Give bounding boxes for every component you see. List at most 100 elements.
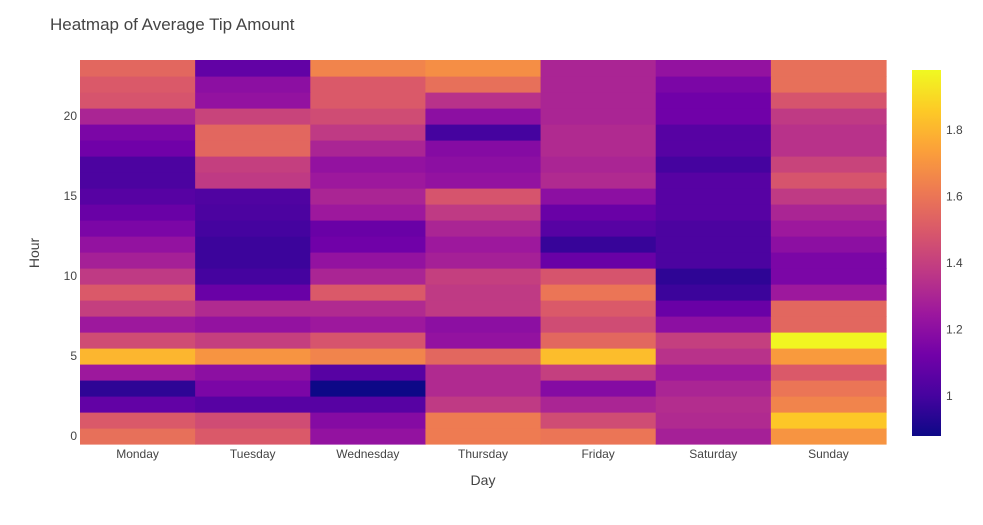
heatmap-cell xyxy=(195,188,311,205)
heatmap-cell xyxy=(425,188,542,205)
heatmap-cell xyxy=(310,300,427,317)
heatmap-cell xyxy=(655,412,772,429)
heatmap-cell xyxy=(80,92,196,109)
x-tick-label: Sunday xyxy=(808,447,849,461)
heatmap-cell xyxy=(425,332,542,349)
heatmap-cell xyxy=(655,204,772,221)
y-tick-label: 20 xyxy=(64,109,78,123)
colorbar-tick-label: 1 xyxy=(946,389,953,403)
heatmap-cell xyxy=(425,92,542,109)
heatmap-cell xyxy=(80,348,196,365)
heatmap-cell xyxy=(425,300,542,317)
heatmap-cell xyxy=(540,380,657,397)
heatmap-cell xyxy=(540,92,657,109)
heatmap-cell xyxy=(425,236,542,253)
heatmap-cell xyxy=(540,396,657,413)
heatmap-cell xyxy=(80,300,196,317)
heatmap-cell xyxy=(195,76,311,93)
heatmap-cell xyxy=(770,236,887,253)
heatmap-cell xyxy=(655,172,772,189)
heatmap-cell xyxy=(655,156,772,173)
heatmap-cell xyxy=(540,428,657,445)
y-tick-label: 5 xyxy=(70,349,77,363)
heatmap-cell xyxy=(770,60,887,77)
heatmap-cell xyxy=(80,60,196,77)
heatmap-cell xyxy=(655,396,772,413)
heatmap-cell xyxy=(655,316,772,333)
heatmap-cell xyxy=(80,124,196,141)
heatmap-cell xyxy=(655,380,772,397)
heatmap-cell xyxy=(655,348,772,365)
heatmap-cell xyxy=(770,156,887,173)
heatmap-cell xyxy=(310,188,427,205)
heatmap-cell xyxy=(770,188,887,205)
heatmap-cell xyxy=(80,172,196,189)
heatmap-cell xyxy=(655,140,772,157)
heatmap-cell xyxy=(770,348,887,365)
heatmap-cell xyxy=(310,364,427,381)
heatmap-cell xyxy=(195,92,311,109)
heatmap-cell xyxy=(425,284,542,301)
heatmap-cell xyxy=(655,332,772,349)
heatmap-cell xyxy=(195,140,311,157)
heatmap-cell xyxy=(655,76,772,93)
heatmap-cell xyxy=(195,60,311,77)
heatmap-cell xyxy=(655,60,772,77)
heatmap-cell xyxy=(80,284,196,301)
heatmap-cell xyxy=(540,332,657,349)
heatmap-cell xyxy=(540,284,657,301)
heatmap-cell xyxy=(540,364,657,381)
heatmap-cell xyxy=(80,76,196,93)
heatmap-cell xyxy=(310,124,427,141)
y-axis-ticks: 0 5 10 15 20 xyxy=(64,109,78,443)
heatmap-cell xyxy=(540,140,657,157)
heatmap-cell xyxy=(655,124,772,141)
heatmap-cell xyxy=(310,396,427,413)
heatmap-cell xyxy=(770,108,887,125)
heatmap-cell xyxy=(195,348,311,365)
heatmap-cell xyxy=(770,76,887,93)
heatmap-cell xyxy=(80,140,196,157)
heatmap-cell xyxy=(425,108,542,125)
heatmap-cell xyxy=(540,236,657,253)
heatmap-cell xyxy=(425,76,542,93)
heatmap-cell xyxy=(540,300,657,317)
heatmap-cell xyxy=(310,348,427,365)
x-tick-label: Tuesday xyxy=(230,447,276,461)
y-tick-label: 15 xyxy=(64,189,78,203)
heatmap-cell xyxy=(80,204,196,221)
x-tick-label: Friday xyxy=(581,447,614,461)
heatmap-cell xyxy=(770,300,887,317)
colorbar-tick-label: 1.4 xyxy=(946,256,963,270)
heatmap-cell xyxy=(195,236,311,253)
heatmap-cell xyxy=(540,124,657,141)
heatmap-cell xyxy=(540,412,657,429)
heatmap-cell xyxy=(425,316,542,333)
heatmap-cell xyxy=(310,268,427,285)
heatmap-cell xyxy=(310,204,427,221)
heatmap-cell xyxy=(310,236,427,253)
heatmap-cell xyxy=(310,220,427,237)
heatmap-cell xyxy=(310,428,427,445)
heatmap-cell xyxy=(425,172,542,189)
heatmap-cell xyxy=(540,204,657,221)
heatmap-cell xyxy=(425,412,542,429)
heatmap-cell xyxy=(770,268,887,285)
heatmap-cell xyxy=(80,220,196,237)
heatmap-cell xyxy=(310,76,427,93)
heatmap-cell xyxy=(195,108,311,125)
heatmap-cell xyxy=(540,188,657,205)
heatmap-cell xyxy=(540,220,657,237)
heatmap-cell xyxy=(80,412,196,429)
heatmap-cell xyxy=(655,284,772,301)
heatmap-cell xyxy=(80,396,196,413)
heatmap-cell xyxy=(195,428,311,445)
heatmap-cell xyxy=(195,412,311,429)
heatmap-cell xyxy=(425,60,542,77)
heatmap-cell xyxy=(80,380,196,397)
heatmap-cell xyxy=(80,332,196,349)
heatmap-cell xyxy=(310,108,427,125)
heatmap-cell xyxy=(540,76,657,93)
heatmap-cell xyxy=(195,364,311,381)
